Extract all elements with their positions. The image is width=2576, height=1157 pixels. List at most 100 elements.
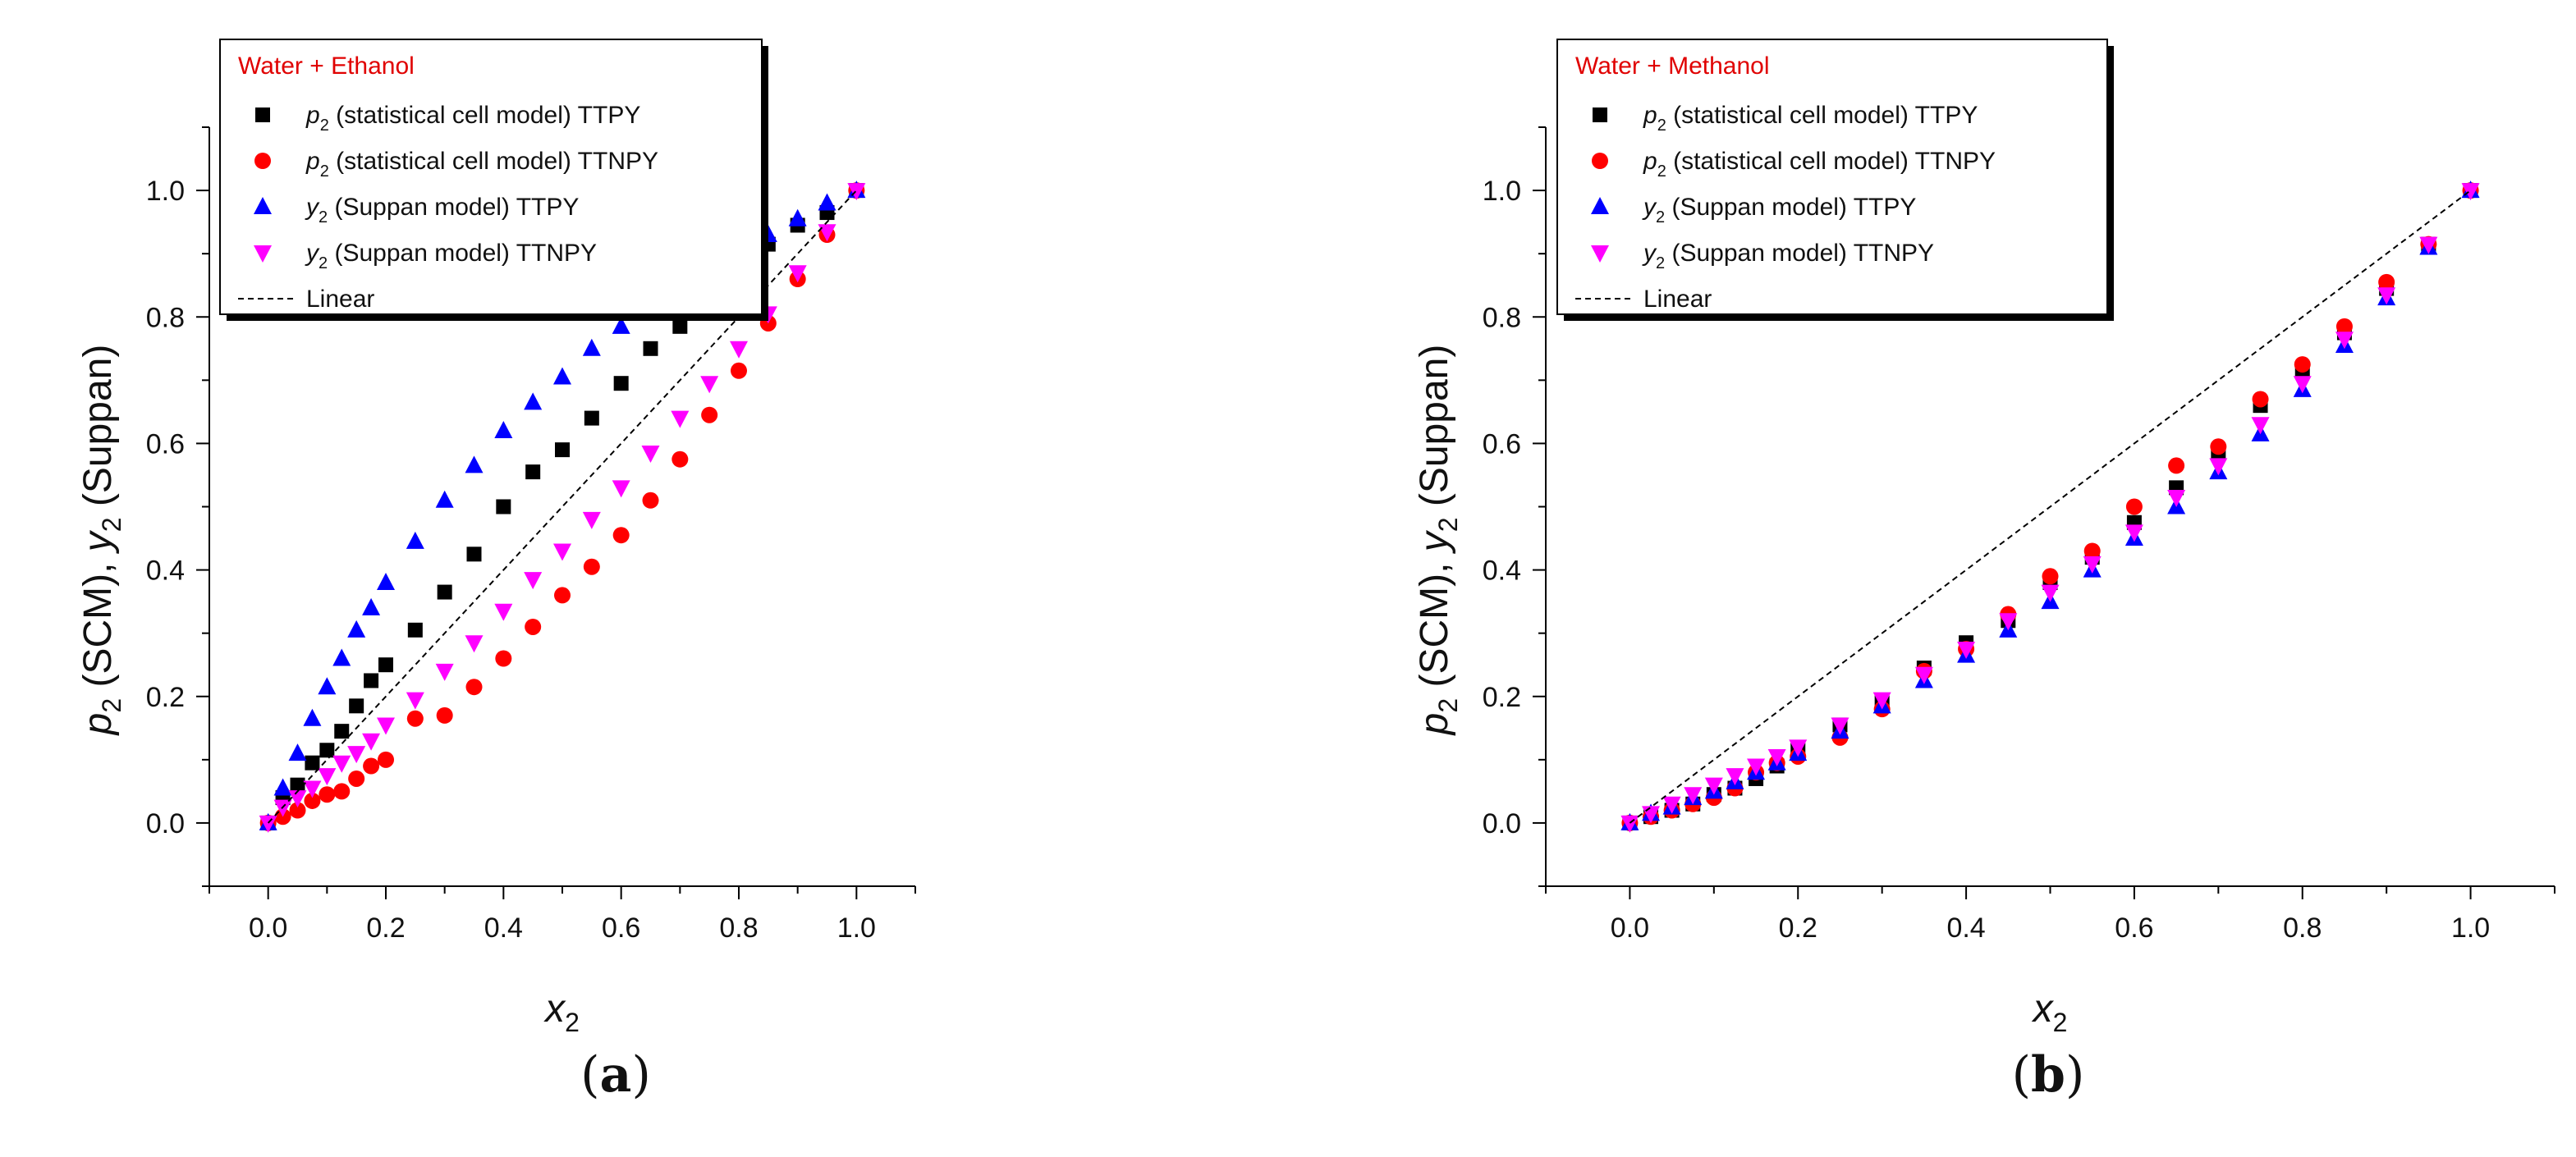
- y-axis-title-part: (SCM),: [76, 551, 120, 698]
- y-axis-title-part: (Suppan): [76, 345, 120, 518]
- data-point-triangle-up: [788, 208, 807, 226]
- data-point-square: [349, 698, 364, 714]
- y-tick-label: 0.2: [1483, 682, 1521, 713]
- y-axis-title-part: (Suppan): [1413, 345, 1456, 518]
- data-point-circle: [495, 650, 512, 667]
- legend-entry-desc: (statistical cell model) TTPY: [329, 102, 641, 129]
- data-point-triangle-down: [2125, 524, 2143, 542]
- legend-entry-var: p: [1643, 148, 1657, 175]
- x-axis-title-sub: 2: [565, 1008, 580, 1037]
- data-point-circle: [731, 362, 747, 379]
- y-axis-title-var: y: [76, 529, 120, 554]
- data-point-triangle-down: [1789, 739, 1808, 757]
- data-point-triangle-down: [1704, 777, 1723, 795]
- x-axis-title: x2: [543, 987, 580, 1037]
- data-point-triangle-down: [730, 341, 748, 359]
- data-point-triangle-down: [1914, 666, 1933, 684]
- legend-entry-sub: 2: [320, 162, 329, 181]
- data-point-square: [437, 584, 452, 600]
- data-point-triangle-down: [332, 755, 351, 773]
- data-point-circle: [642, 492, 659, 509]
- data-point-triangle-down: [406, 692, 424, 710]
- x-axis-title: x2: [2032, 987, 2068, 1037]
- x-tick-label: 0.4: [1946, 912, 1985, 944]
- x-tick-label: 1.0: [2451, 912, 2490, 944]
- legend-swatch-circle: [254, 153, 271, 169]
- legend-entry-label: y2 (Suppan model) TTPY: [1642, 194, 1916, 226]
- data-point-circle: [289, 802, 306, 819]
- data-point-circle: [348, 770, 365, 787]
- legend: Water + Methanol p2 (statistical cell mod…: [1556, 39, 2114, 321]
- legend-entry-sub: 2: [319, 254, 328, 272]
- data-point-triangle-down: [524, 572, 543, 590]
- data-point-square: [319, 743, 335, 758]
- data-point-triangle-down: [788, 265, 807, 283]
- data-point-circle: [333, 783, 351, 800]
- data-point-triangle-down: [1662, 796, 1681, 814]
- y-axis-title-sub: 2: [1433, 698, 1463, 713]
- data-point-triangle-up: [377, 573, 395, 590]
- data-point-circle: [465, 679, 483, 696]
- data-point-triangle-down: [465, 635, 484, 653]
- legend-entry-label: y2 (Suppan model) TTPY: [305, 194, 579, 226]
- y-axis-title-sub: 2: [97, 698, 126, 713]
- data-point-circle: [2335, 318, 2353, 335]
- legend-swatch-triangle-up: [1591, 197, 1609, 214]
- data-point-triangle-up: [362, 597, 381, 615]
- data-point-circle: [672, 450, 689, 468]
- data-point-circle: [2125, 498, 2143, 515]
- data-point-circle: [436, 707, 453, 724]
- legend-entry-label: p2 (statistical cell model) TTNPY: [305, 148, 658, 181]
- x-axis-title-sub: 2: [2053, 1008, 2068, 1037]
- data-point-square: [496, 499, 511, 514]
- legend-entry-label: Linear: [1643, 286, 1712, 313]
- data-point-triangle-down: [1767, 748, 1786, 766]
- data-point-triangle-down: [377, 717, 395, 735]
- data-point-square: [378, 657, 393, 673]
- data-point-triangle-down: [2335, 332, 2354, 350]
- y-axis-title-sub: 2: [1433, 517, 1463, 532]
- legend-entry-label: p2 (statistical cell model) TTNPY: [1643, 148, 1996, 181]
- y-axis-title: p2 (SCM), y2 (Suppan): [1413, 345, 1463, 737]
- data-point-triangle-down: [259, 815, 277, 833]
- x-tick-label: 0.8: [719, 912, 758, 944]
- x-tick-label: 0.2: [366, 912, 405, 944]
- data-point-triangle-down: [2293, 376, 2312, 394]
- x-tick-label: 0.4: [484, 912, 523, 944]
- legend-swatch-square: [255, 107, 270, 122]
- legend-swatch-circle: [1592, 153, 1608, 169]
- legend-title: Water + Methanol: [1575, 53, 1770, 80]
- data-point-triangle-up: [303, 708, 322, 726]
- panel-label-open: (: [2012, 1046, 2031, 1104]
- data-point-triangle-up: [818, 193, 837, 211]
- legend-swatch-triangle-down: [1591, 245, 1609, 263]
- legend-entry-var: y: [1642, 240, 1657, 267]
- panel-label-close: ): [631, 1046, 650, 1104]
- legend-swatch-triangle-down: [254, 245, 272, 263]
- data-point-circle: [406, 710, 424, 727]
- data-point-triangle-down: [641, 445, 660, 463]
- data-point-triangle-down: [2419, 236, 2438, 254]
- data-point-triangle-down: [1872, 692, 1891, 710]
- data-point-square: [672, 318, 688, 334]
- data-point-circle: [363, 757, 380, 775]
- data-point-circle: [319, 786, 336, 803]
- x-tick-label: 0.2: [1779, 912, 1817, 944]
- x-tick-label: 0.8: [2283, 912, 2322, 944]
- panel-label-letter: b: [2031, 1046, 2065, 1104]
- data-point-triangle-down: [582, 511, 601, 529]
- data-point-square: [407, 622, 423, 638]
- legend-entry-label: y2 (Suppan model) TTNPY: [305, 240, 597, 272]
- x-tick-label: 0.6: [602, 912, 640, 944]
- data-point-square: [525, 464, 541, 480]
- legend-entry-sub: 2: [1657, 117, 1666, 135]
- x-tick-label: 1.0: [837, 912, 876, 944]
- legend-swatch-square: [1593, 107, 1607, 122]
- data-point-triangle-up: [435, 490, 454, 508]
- legend-entry-label: Linear: [306, 286, 374, 313]
- data-point-triangle-up: [273, 778, 292, 796]
- legend-entry-var: y: [1642, 194, 1657, 221]
- data-point-triangle-down: [2041, 584, 2060, 602]
